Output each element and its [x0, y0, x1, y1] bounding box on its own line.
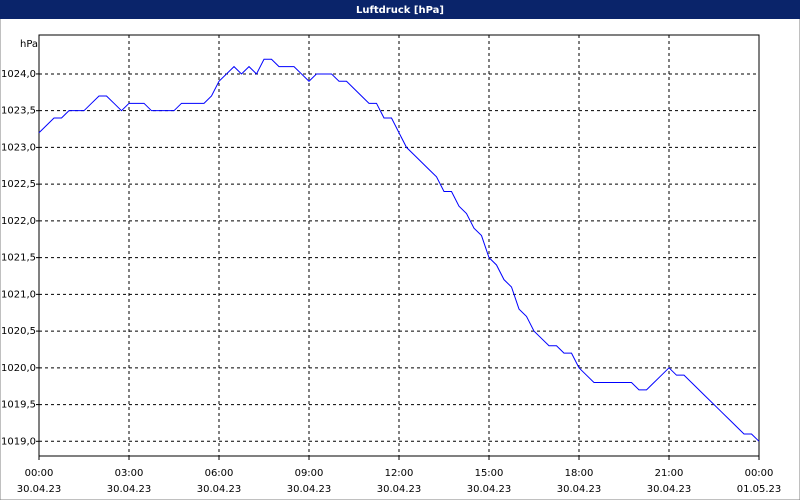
x-tick-date: 30.04.23 [557, 484, 602, 495]
x-tick-label: 03:00 [115, 468, 144, 479]
x-tick-date: 30.04.23 [107, 484, 152, 495]
line-series [38, 58, 760, 442]
x-tick-date: 30.04.23 [17, 484, 62, 495]
x-tick-label: 09:00 [295, 468, 324, 479]
chart-title: Luftdruck [hPa] [356, 5, 444, 16]
y-tick-label: 1024,0 [1, 69, 36, 80]
x-tick-label: 00:00 [25, 468, 54, 479]
x-tick-date: 30.04.23 [287, 484, 332, 495]
x-tick-label: 12:00 [385, 468, 414, 479]
x-tick-date: 30.04.23 [377, 484, 422, 495]
x-tick-label: 21:00 [655, 468, 684, 479]
y-axis-label: hPa [20, 39, 38, 50]
x-tick-date: 30.04.23 [647, 484, 692, 495]
x-tick-label: 06:00 [205, 468, 234, 479]
y-tick-label: 1022,0 [1, 216, 36, 227]
title-bar [0, 0, 800, 19]
x-tick-date: 30.04.23 [197, 484, 242, 495]
x-tick-date: 01.05.23 [737, 484, 782, 495]
y-tick-label: 1022,5 [1, 179, 36, 190]
y-tick-label: 1020,5 [1, 326, 36, 337]
y-tick-label: 1023,5 [1, 106, 36, 117]
x-tick-label: 18:00 [565, 468, 594, 479]
y-tick-label: 1019,0 [1, 436, 36, 447]
y-tick-label: 1021,5 [1, 253, 36, 264]
y-tick-label: 1021,0 [1, 289, 36, 300]
x-tick-date: 30.04.23 [467, 484, 512, 495]
x-tick-label: 15:00 [475, 468, 504, 479]
y-tick-label: 1023,0 [1, 142, 36, 153]
x-tick-label: 00:00 [745, 468, 774, 479]
y-tick-label: 1019,5 [1, 400, 36, 411]
y-tick-label: 1020,0 [1, 363, 36, 374]
